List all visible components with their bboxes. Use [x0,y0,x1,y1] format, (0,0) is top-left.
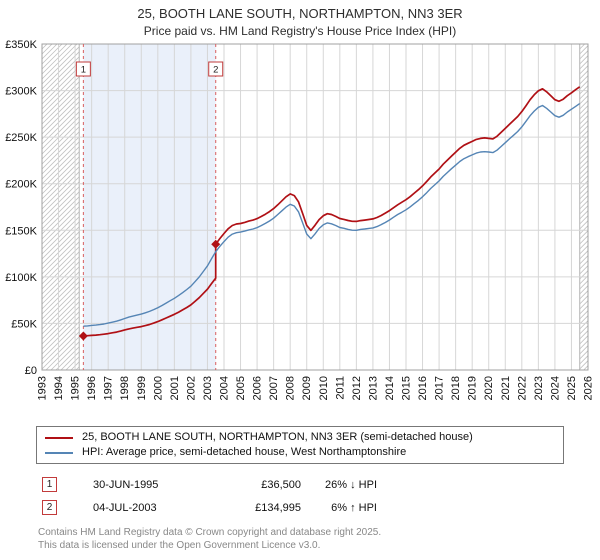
price-history-chart: 1 2 £0 £50K £100K £150K £200K £250K £300K £350K 19… [5,39,595,400]
y-tick-label: £350K [5,39,37,51]
y-tick-label: £200K [5,179,37,191]
x-tick-label: 2008 [285,376,297,400]
x-tick-label: 1997 [103,376,115,400]
x-tick-label: 2025 [566,376,578,400]
property-price-line [83,86,581,337]
x-tick-label: 2015 [401,376,413,400]
x-tick-label: 2011 [334,376,346,400]
y-tick-label: £250K [5,132,37,144]
x-tick-label: 2002 [185,376,197,400]
x-tick-label: 2018 [450,376,462,400]
sale-marker-1 [78,331,88,341]
x-tick-label: 2020 [483,376,495,400]
x-tick-label: 2012 [351,376,363,400]
x-tick-label: 1996 [86,376,98,400]
legend-property-label: 25, BOOTH LANE SOUTH, NORTHAMPTON, NN3 3… [82,431,473,443]
x-tick-label: 2014 [384,376,396,400]
y-tick-label: £300K [5,86,37,98]
x-tick-label: 2017 [434,376,446,400]
sale-flag-label-1: 1 [81,65,86,76]
sale-2-hpi-delta: 6% ↑ HPI [331,501,377,514]
legend-item-property: 25, BOOTH LANE SOUTH, NORTHAMPTON, NN3 3… [45,430,555,445]
x-tick-label: 1994 [53,376,65,400]
y-tick-label: £150K [5,225,37,237]
hpi-line [83,103,581,327]
property-line-swatch [45,436,73,439]
y-tick-label: £100K [5,272,37,284]
x-tick-label: 2026 [583,376,595,400]
x-tick-label: 1995 [70,376,82,400]
sale-2-price: £134,995 [255,501,301,514]
sale-1-number-badge: 1 [42,477,57,492]
plot-border [41,43,589,371]
page-title: 25, BOOTH LANE SOUTH, NORTHAMPTON, NN3 3… [137,6,463,21]
between-sales-band [83,44,216,370]
sale-flag-1 [75,61,91,77]
sale-row-2: 2 04-JUL-2003 £134,995 6% ↑ HPI [42,496,600,519]
footer-line-1: Contains HM Land Registry data © Crown c… [38,527,382,538]
x-tick-label: 2021 [500,376,512,400]
sale-row-1: 1 30-JUN-1995 £36,500 26% ↓ HPI [42,473,600,496]
hpi-line-swatch [45,451,73,454]
x-tick-label: 2009 [301,376,313,400]
copyright-footer: Contains HM Land Registry data © Crown c… [38,526,600,552]
x-tick-label: 2023 [533,376,545,400]
x-tick-label: 2003 [202,376,214,400]
x-tick-label: 1999 [136,376,148,400]
x-tick-label: 2016 [417,376,429,400]
x-tick-label: 2005 [235,376,247,400]
x-tick-label: 2000 [152,376,164,400]
x-tick-label: 1993 [37,376,49,400]
sale-1-date: 30-JUN-1995 [93,478,159,491]
x-tick-label: 1998 [119,376,131,400]
legend-hpi-label: HPI: Average price, semi-detached house,… [82,446,407,458]
sale-2-number-badge: 2 [42,500,57,515]
footer-line-2: This data is licensed under the Open Gov… [38,540,321,551]
chart-header: 25, BOOTH LANE SOUTH, NORTHAMPTON, NN3 3… [0,0,600,38]
x-tick-label: 2006 [252,376,264,400]
y-tick-label: £50K [11,318,37,330]
sale-1-hpi-delta: 26% ↓ HPI [325,478,377,491]
legend: 25, BOOTH LANE SOUTH, NORTHAMPTON, NN3 3… [36,426,564,464]
x-tick-label: 2013 [367,376,379,400]
x-tick-label: 2007 [268,376,280,400]
sale-1-price: £36,500 [261,478,301,491]
sale-marker-2 [211,239,221,249]
sales-table: 1 30-JUN-1995 £36,500 26% ↓ HPI 2 04-JUL… [42,473,600,519]
x-tick-label: 2010 [318,376,330,400]
sale-flag-label-2: 2 [213,65,218,76]
x-tick-label: 2024 [549,376,561,400]
sale-flag-2 [208,61,224,77]
x-tick-label: 2004 [219,376,231,400]
page-subtitle: Price paid vs. HM Land Registry's House … [143,24,457,38]
y-tick-label: £0 [25,365,37,377]
sale-2-date: 04-JUL-2003 [93,501,157,514]
x-tick-label: 2019 [467,376,479,400]
x-tick-label: 2022 [516,376,528,400]
x-tick-label: 2001 [169,376,181,400]
legend-item-hpi: HPI: Average price, semi-detached house,… [45,445,555,460]
